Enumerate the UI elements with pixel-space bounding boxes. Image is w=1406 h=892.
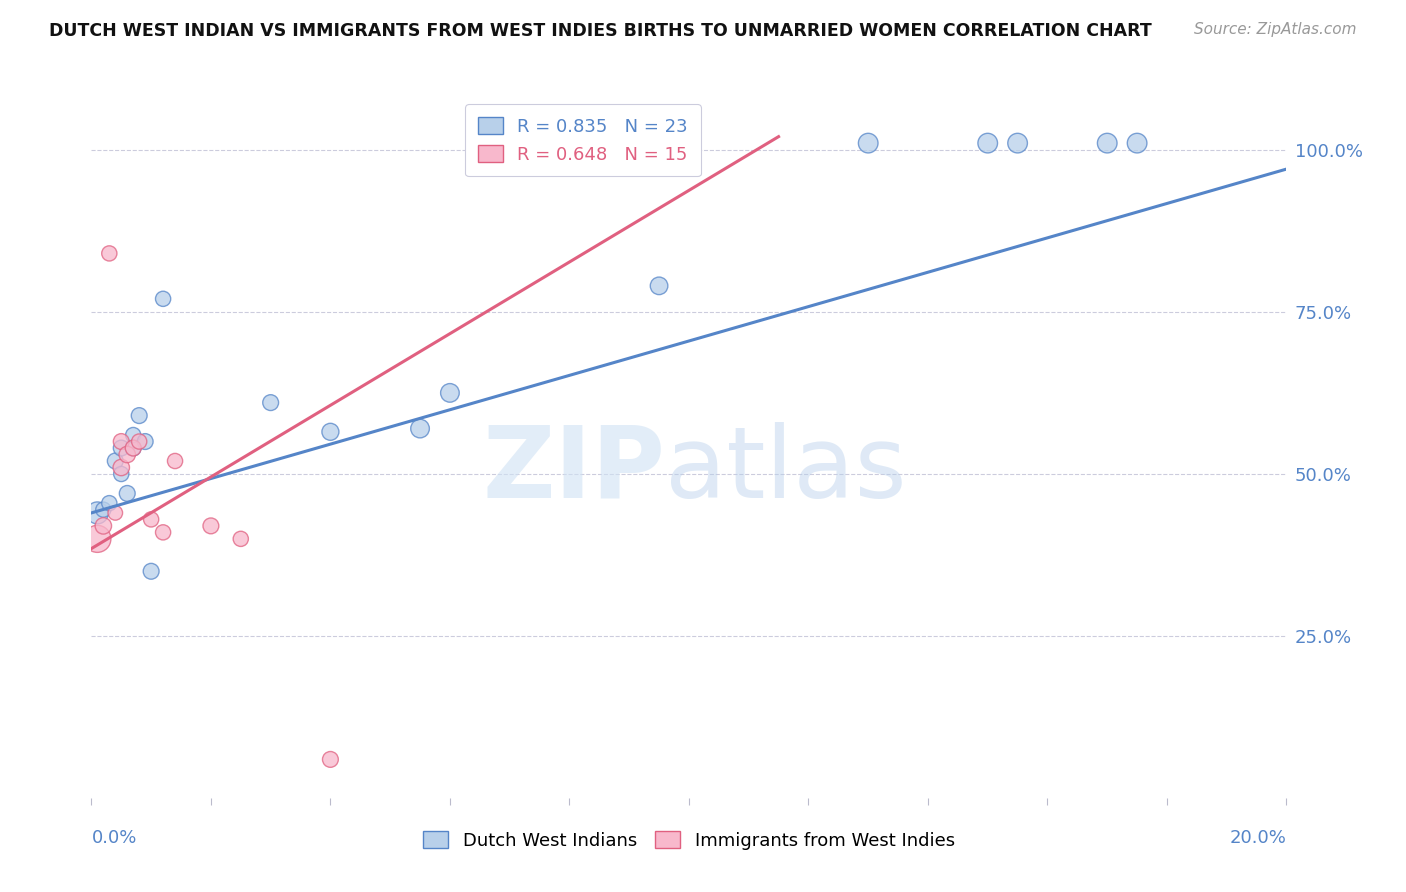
Point (1097, 136, 1119, 150)
Point (858, 136, 880, 150)
Point (104, 506, 127, 520)
Point (648, 278, 671, 293)
Point (259, 395, 281, 409)
Point (115, 448, 138, 462)
Point (128, 434, 150, 449)
Point (98, 496, 121, 510)
Point (319, 425, 342, 439)
Point (200, 519, 222, 533)
Point (122, 428, 145, 442)
Text: DUTCH WEST INDIAN VS IMMIGRANTS FROM WEST INDIES BIRTHS TO UNMARRIED WOMEN CORRE: DUTCH WEST INDIAN VS IMMIGRANTS FROM WES… (49, 22, 1152, 40)
Text: Source: ZipAtlas.com: Source: ZipAtlas.com (1194, 22, 1357, 37)
Point (110, 441, 132, 455)
Legend: Dutch West Indians, Immigrants from West Indies: Dutch West Indians, Immigrants from West… (416, 824, 962, 857)
Point (98, 246, 121, 260)
Point (409, 421, 432, 435)
Point (93, 502, 115, 516)
Point (319, 752, 342, 766)
Point (86, 506, 108, 520)
Point (110, 434, 132, 449)
Point (122, 441, 145, 455)
Point (86, 532, 108, 546)
Point (141, 512, 163, 526)
Point (128, 409, 150, 423)
Point (1007, 136, 1029, 150)
Point (110, 460, 132, 475)
Point (229, 532, 252, 546)
Point (93, 519, 115, 533)
Point (439, 385, 461, 400)
Text: atlas: atlas (665, 422, 907, 518)
Point (152, 525, 174, 540)
Point (141, 564, 163, 578)
Point (976, 136, 998, 150)
Point (104, 454, 127, 468)
Point (163, 454, 186, 468)
Text: ZIP: ZIP (482, 422, 665, 518)
Point (134, 434, 156, 449)
Point (115, 486, 138, 500)
Point (122, 441, 145, 455)
Text: 20.0%: 20.0% (1230, 829, 1286, 847)
Point (1126, 136, 1149, 150)
Point (152, 292, 174, 306)
Text: 0.0%: 0.0% (91, 829, 136, 847)
Point (110, 467, 132, 481)
